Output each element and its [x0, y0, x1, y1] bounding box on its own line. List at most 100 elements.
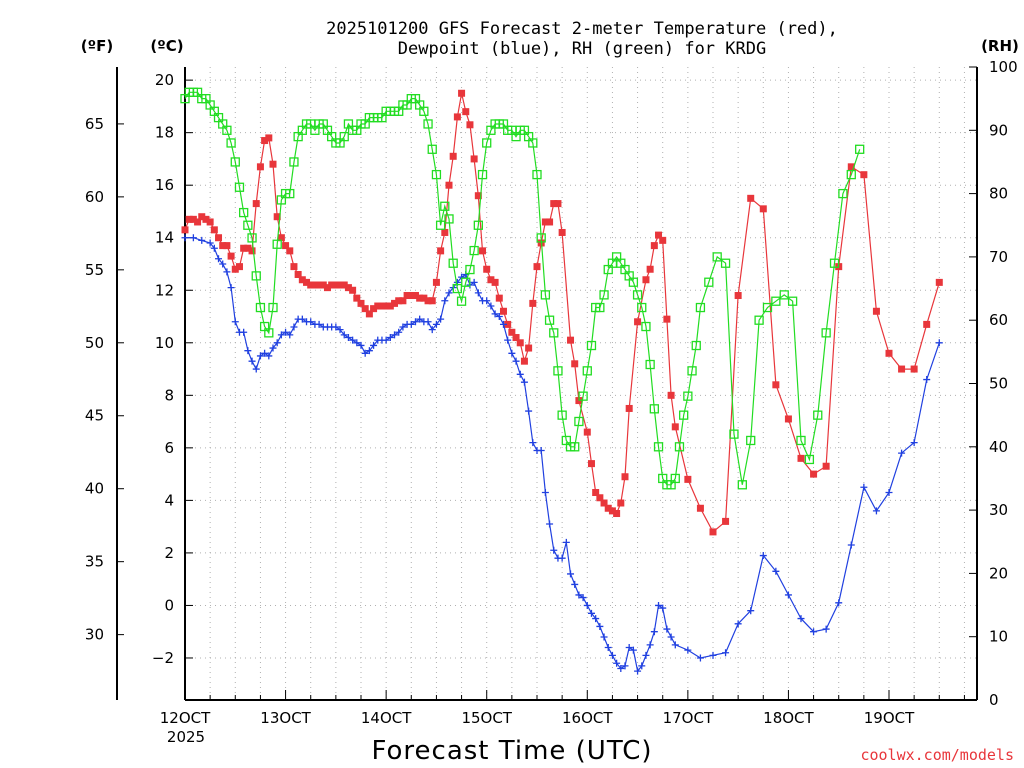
rh-tick-label: 30 [989, 501, 1008, 519]
fahrenheit-tick-label: 55 [85, 261, 104, 279]
temperature-point [596, 494, 604, 502]
temperature-point [395, 297, 403, 305]
rh-point [528, 138, 538, 148]
rh-point [649, 404, 659, 414]
rh-point [234, 182, 245, 192]
temperature-point [227, 252, 235, 260]
temperature-point [286, 247, 294, 255]
temperature-point [608, 507, 616, 515]
rh-tick-label: 40 [989, 438, 1008, 456]
rh-point [431, 169, 442, 180]
rh-point [754, 315, 764, 325]
fahrenheit-tick-label: 40 [85, 480, 104, 498]
temperature-point [453, 113, 461, 121]
rh-point [637, 302, 647, 313]
rh-point [268, 302, 278, 313]
rh-point [452, 283, 463, 294]
dewpoint-point [562, 538, 570, 546]
celsius-tick-label: 20 [155, 71, 174, 89]
rh-point [628, 277, 639, 287]
temperature-point [529, 299, 537, 307]
rh-point [720, 258, 731, 268]
temperature-point [391, 299, 399, 307]
rh-point [574, 416, 584, 427]
temperature-point [512, 334, 520, 342]
temperature-point [202, 215, 210, 223]
dewpoint-point [219, 260, 227, 268]
temperature-point [215, 234, 223, 242]
rh-point [787, 296, 798, 306]
dewpoint-point [512, 357, 520, 365]
dewpoint-point [617, 664, 625, 672]
rh-point [595, 302, 605, 313]
temperature-point [747, 194, 755, 202]
temperature-point [319, 281, 327, 289]
temperature-point [223, 242, 231, 250]
x-tick-label: 16OCT [562, 709, 613, 727]
temperature-point [684, 475, 692, 483]
temperature-point [386, 302, 394, 310]
dewpoint-point [835, 599, 843, 607]
rh-point [679, 410, 689, 420]
temperature-point [428, 297, 436, 305]
rh-point [737, 480, 747, 490]
rh-point [599, 290, 609, 300]
temperature-point [822, 462, 830, 470]
dewpoint-point [353, 339, 361, 347]
celsius-tick-label: 6 [164, 439, 174, 457]
rh-point [674, 442, 685, 452]
rh-point [285, 188, 295, 199]
temperature-point [303, 278, 311, 286]
celsius-tick-label: 8 [164, 386, 174, 404]
dewpoint-point [667, 633, 675, 641]
rh-point [846, 169, 856, 180]
dewpoint-point [282, 328, 290, 336]
temperature-point [194, 218, 202, 226]
rh-point [796, 435, 806, 446]
dewpoint-point [181, 234, 189, 242]
dewpoint-point [265, 352, 273, 360]
dewpoint-point [261, 349, 269, 357]
dewpoint-point [600, 633, 608, 641]
fahrenheit-tick-label: 45 [85, 407, 104, 425]
temperature-point [860, 171, 868, 179]
temperature-point [621, 473, 629, 481]
chart-title-line-1: 2025101200 GFS Forecast 2-meter Temperat… [326, 19, 838, 39]
rh-point [419, 106, 429, 116]
dewpoint-point [273, 339, 281, 347]
rh-tick-label: 60 [989, 311, 1008, 329]
fahrenheit-tick-label: 65 [85, 115, 104, 133]
celsius-tick-label: 10 [155, 334, 174, 352]
dewpoint-point [898, 449, 906, 457]
temperature-point [344, 284, 352, 292]
dewpoint-point [646, 641, 654, 649]
rh-point [461, 277, 471, 287]
rh-point [264, 328, 274, 338]
dewpoint-point [269, 344, 277, 352]
fahrenheit-unit-label: (ºF) [81, 37, 113, 55]
dewpoint-point [365, 347, 373, 355]
temperature-point [885, 349, 893, 357]
rh-point [729, 429, 739, 439]
dewpoint-point [634, 667, 642, 675]
temperature-point [332, 281, 340, 289]
temperature-point [424, 297, 432, 305]
dewpoint-point [437, 315, 445, 323]
temperature-point [248, 247, 256, 255]
temperature-point [474, 192, 482, 200]
temperature-point [487, 276, 495, 284]
rh-tick-label: 100 [989, 58, 1018, 76]
temperature-point [558, 228, 566, 236]
celsius-tick-label: −2 [152, 649, 174, 667]
dewpoint-point [567, 570, 575, 578]
temperature-point [516, 339, 524, 347]
rh-point [779, 290, 789, 300]
dewpoint-point [223, 268, 231, 276]
dewpoint-point [696, 654, 704, 662]
rh-point [440, 201, 450, 211]
temperature-point [328, 281, 336, 289]
temperature-point [587, 460, 595, 468]
dewpoint-point [407, 320, 415, 328]
dewpoint-point [495, 313, 503, 321]
